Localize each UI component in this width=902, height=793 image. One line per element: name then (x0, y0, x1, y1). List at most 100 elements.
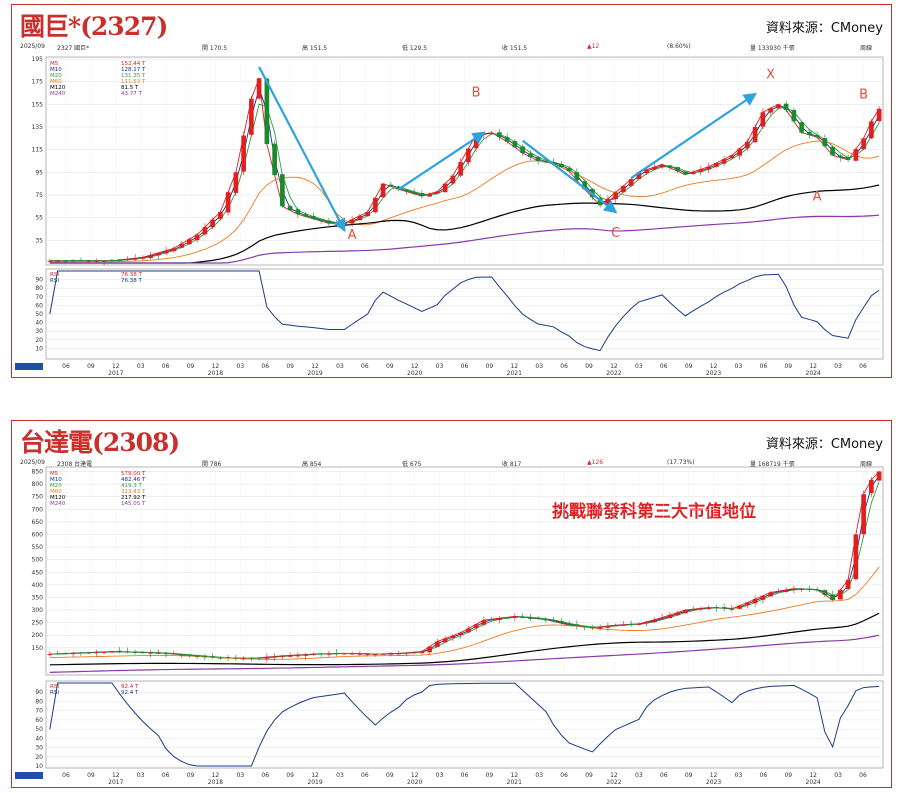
candle-body (218, 657, 223, 659)
candle-body (442, 183, 448, 193)
candle-body (380, 183, 386, 198)
candle-body (582, 626, 587, 628)
x-tick-label: 03 (535, 363, 543, 370)
candle-body (729, 155, 735, 159)
y-tick-label: 55 (35, 215, 43, 222)
candle-body (597, 626, 603, 629)
candle-body (171, 248, 177, 252)
candle-body (101, 651, 107, 654)
candle-body (163, 653, 169, 655)
rsi-legend-value: 92.4 T (121, 690, 139, 696)
ma-line-m240 (49, 634, 880, 673)
x-tick-label: 03 (635, 363, 643, 370)
candle-body (628, 179, 634, 186)
legend-name-m120: M120 (50, 495, 66, 501)
x-tick-label: 06 (261, 363, 269, 370)
quote-high: 高 854 (302, 461, 322, 468)
candle-body (675, 612, 680, 616)
candle-body (225, 657, 231, 659)
candle-body (799, 589, 804, 591)
legend-name-m20: M20 (50, 73, 62, 79)
legend-value-m20: 419.3 T (121, 483, 142, 489)
candle-body (760, 112, 766, 127)
x-tick-label: 03 (735, 772, 743, 779)
candle-body (659, 164, 665, 168)
candle-body (171, 653, 177, 655)
y-tick-label: 350 (32, 594, 44, 601)
legend-name-m10: M10 (50, 67, 62, 73)
quote-low: 低 675 (402, 461, 422, 468)
candle-body (450, 175, 456, 184)
candle-body (799, 122, 804, 133)
candle-body (156, 652, 161, 654)
rsi-tick-label: 50 (35, 726, 43, 733)
candle-body (194, 234, 200, 241)
x-tick-label: 09 (386, 363, 394, 370)
candle-body (652, 619, 657, 623)
rsi-tick-label: 30 (35, 745, 43, 752)
cmoney-logo (15, 363, 43, 370)
x-tick-label: 09 (286, 363, 294, 370)
chart-panel-2308: 台達電(2308) 資料來源：CMoney 2025/09 2308 台達電 開… (11, 420, 892, 788)
x-year-label: 2019 (307, 779, 322, 786)
rsi-tick-label: 60 (35, 302, 43, 309)
candle-body (233, 172, 239, 193)
x-tick-label: 09 (585, 772, 593, 779)
candle-body (714, 162, 719, 167)
x-tick-label: 06 (62, 363, 70, 370)
candle-body (55, 653, 60, 655)
candle-body (528, 153, 533, 158)
candle-body (132, 258, 138, 260)
x-tick-label: 06 (560, 363, 568, 370)
candle-body (86, 260, 91, 262)
x-tick-label: 12 (112, 363, 120, 370)
trend-arrow (398, 131, 486, 191)
candle-body (644, 621, 649, 624)
y-tick-label: 650 (32, 519, 44, 526)
x-tick-label: 06 (760, 772, 768, 779)
y-tick-label: 95 (35, 169, 43, 176)
x-tick-label: 06 (361, 363, 369, 370)
candle-body (830, 146, 835, 156)
candle-body (132, 651, 138, 653)
rsi-legend-name: RSI (50, 278, 59, 284)
x-year-label: 2021 (507, 779, 522, 786)
rsi-legend-value: 76.38 T (121, 278, 142, 284)
candle-body (303, 654, 308, 656)
candle-body (481, 620, 487, 625)
rsi-tick-label: 90 (35, 689, 43, 696)
x-tick-label: 06 (760, 363, 768, 370)
candle-body (357, 215, 363, 221)
x-tick-label: 06 (560, 772, 568, 779)
candle-body (287, 206, 293, 211)
y-tick-label: 700 (32, 506, 44, 513)
x-year-label: 2018 (208, 779, 223, 786)
candle-body (373, 197, 378, 213)
candle-body (566, 623, 572, 626)
quote-name: 2327 國巨* (57, 45, 90, 52)
candle-body (497, 132, 502, 138)
main-plot-frame (45, 466, 884, 676)
x-tick-label: 09 (187, 772, 195, 779)
quote-volume: 量 168719 千張 (750, 461, 795, 468)
candle-body (853, 534, 859, 580)
x-tick-label: 06 (162, 363, 170, 370)
candle-body (675, 167, 680, 172)
y-tick-label: 250 (32, 620, 44, 627)
candle-body (357, 653, 363, 655)
x-year-label: 2020 (407, 779, 422, 786)
candle-body (737, 148, 742, 156)
candle-body (419, 651, 425, 654)
candle-body (752, 599, 758, 604)
candle-body (543, 619, 549, 621)
candle-body (311, 654, 316, 656)
legend-value-m120: 81.5 T (121, 85, 139, 91)
quote-close: 收 151.5 (502, 45, 528, 52)
legend-value-m5: 579.00 T (121, 471, 146, 477)
y-tick-label: 300 (32, 607, 44, 614)
candle-body (698, 169, 704, 172)
candle-body (636, 623, 642, 625)
quote-period: 周線 (860, 45, 873, 52)
y-tick-label: 35 (35, 237, 43, 244)
x-tick-label: 03 (436, 772, 444, 779)
